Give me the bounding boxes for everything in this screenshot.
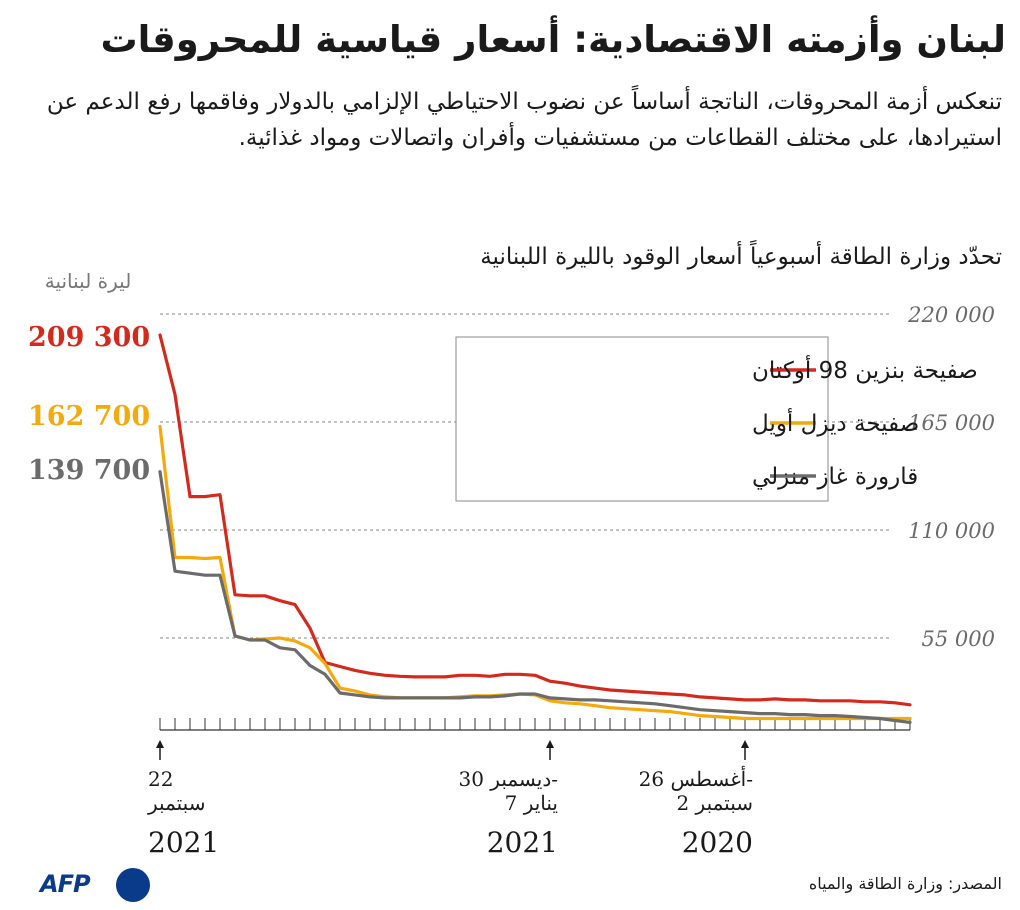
y-tick-label: 110 000 (908, 519, 995, 543)
y-unit-label: ليرة لبنانية (45, 269, 132, 293)
x-label-year: 2020 (682, 826, 753, 859)
y-tick-label: 220 000 (907, 303, 995, 327)
subtitle: تنعكس أزمة المحروقات، الناتجة أساساً عن … (46, 89, 1002, 151)
series-line-1 (158, 333, 912, 707)
x-label-text: 26 أغسطس- (639, 765, 753, 791)
series-value-label: 209 300 (28, 322, 150, 353)
x-label-text: 7 يناير (505, 791, 558, 815)
legend-entry: قارورة غاز منزلي (752, 464, 918, 490)
x-label-text: 22 (148, 767, 173, 791)
x-label-text: سبتمبر (147, 791, 205, 815)
x-label-year: 2021 (487, 826, 558, 859)
x-label-arrow-head (741, 740, 749, 748)
legend-entry: صفيحة بنزين 98 أوكتان (752, 355, 978, 384)
x-label-arrow-head (156, 740, 164, 748)
series-value-label: 139 700 (28, 455, 150, 486)
y-tick-label: 55 000 (922, 627, 995, 651)
x-label-text: 2 سبتمبر (676, 791, 753, 815)
series-value-label: 162 700 (28, 401, 150, 432)
source-note: المصدر: وزارة الطاقة والمياه (808, 874, 1002, 893)
legend-box (455, 336, 829, 502)
x-label-year: 2021 (148, 826, 219, 859)
afp-logo: AFP (40, 868, 150, 904)
afp-logo-dot-icon (116, 868, 150, 902)
page-title: لبنان وأزمته الاقتصادية: أسعار قياسية لل… (100, 18, 1006, 61)
x-label-arrow-head (546, 740, 554, 748)
y-tick-label: 165 000 (908, 411, 995, 435)
series-line-3 (158, 470, 912, 725)
x-label-text: 30 ديسمبر- (458, 767, 558, 791)
legend-entry: صفيحة ديزل أويل (752, 408, 919, 437)
afp-logo-text: AFP (40, 870, 91, 898)
chart-note: تحدّد وزارة الطاقة أسبوعياً أسعار الوقود… (480, 244, 1002, 270)
